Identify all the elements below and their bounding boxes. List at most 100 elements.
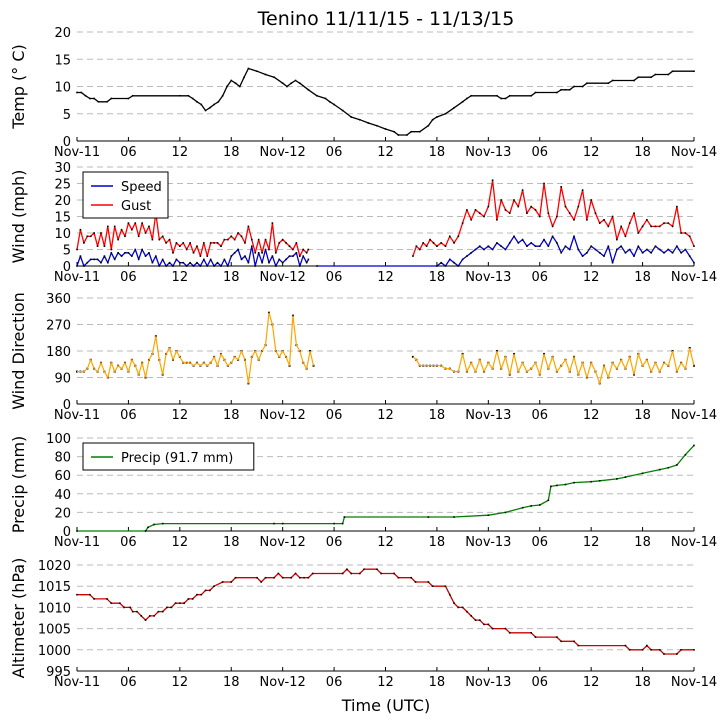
temp-xtick-label: 18: [429, 145, 446, 160]
precip-xtick-label: 18: [429, 535, 446, 550]
wind-marker: [110, 252, 113, 254]
wind-marker: [285, 242, 287, 244]
altimeter-xtick-label: 12: [172, 675, 189, 690]
wind-marker: [684, 232, 687, 234]
wind-marker: [415, 245, 418, 247]
altimeter-xtick-label: 18: [634, 675, 651, 690]
wind-marker: [646, 248, 648, 251]
wind-marker: [148, 252, 150, 254]
wind-marker: [663, 252, 665, 254]
wind-marker: [292, 255, 294, 257]
wind-marker: [83, 242, 85, 244]
temp-marker: [230, 79, 233, 82]
wind-marker: [233, 252, 236, 254]
wind-marker: [237, 232, 239, 234]
wind-ytick-label: 30: [54, 161, 71, 176]
wind-xtick-label: 06: [326, 270, 343, 285]
direction-xtick-label: 06: [120, 408, 137, 423]
altimeter-ytick-label: 1000: [38, 644, 71, 659]
wind-marker: [151, 238, 154, 241]
wind-marker: [230, 255, 233, 257]
wind-marker: [684, 248, 687, 251]
wind-marker: [521, 238, 524, 241]
temp-marker: [110, 97, 113, 100]
direction-xtick-label: 06: [531, 408, 548, 423]
wind-legend-box: [82, 171, 169, 219]
wind-ytick-label: 15: [54, 211, 71, 226]
altimeter-marker: [144, 619, 147, 621]
altimeter-marker: [478, 619, 481, 621]
wind-marker: [478, 212, 481, 214]
altimeter-xtick-label: 18: [223, 675, 240, 690]
wind-gust-line: [412, 179, 695, 257]
temp-marker: [209, 106, 211, 109]
temp-marker: [376, 124, 378, 127]
wind-marker: [213, 265, 215, 267]
altimeter-marker: [179, 602, 181, 604]
wind-marker: [172, 265, 174, 267]
temp-marker: [530, 94, 532, 97]
direction-y-axis-label: Wind Direction: [9, 292, 28, 410]
temp-marker: [650, 76, 652, 79]
wind-marker: [680, 252, 682, 254]
wind-marker: [616, 248, 618, 251]
wind-marker: [478, 245, 481, 247]
wind-marker: [179, 245, 181, 247]
wind-marker: [603, 219, 605, 221]
altimeter-xtick-label: 06: [326, 675, 343, 690]
wind-marker: [429, 238, 431, 241]
temp-marker: [410, 130, 413, 133]
precip-precip-line: [77, 444, 695, 532]
altimeter-marker: [76, 593, 78, 596]
wind-marker: [292, 248, 294, 251]
wind-marker: [182, 261, 185, 264]
wind-marker: [237, 248, 239, 251]
precip-xtick-label: Nov-14: [671, 535, 717, 550]
temp-xtick-label: Nov-13: [465, 145, 511, 160]
altimeter-marker: [174, 602, 177, 604]
wind-marker: [93, 258, 95, 261]
precip-marker: [530, 505, 532, 507]
wind-marker: [448, 235, 451, 238]
direction-xtick-label: Nov-11: [54, 408, 100, 423]
wind-marker: [607, 245, 610, 247]
wind-marker: [594, 248, 597, 251]
altimeter-xtick-label: Nov-12: [260, 675, 306, 690]
precip-ytick-label: 100: [46, 432, 71, 447]
wind-marker: [491, 248, 494, 251]
direction-xtick-label: 06: [326, 408, 343, 423]
wind-marker: [573, 219, 575, 221]
wind-marker: [196, 245, 198, 247]
temp-marker: [654, 73, 657, 76]
altimeter-marker: [641, 649, 644, 651]
temp-marker: [93, 97, 95, 100]
direction-ytick-label: 360: [46, 292, 71, 307]
altimeter-xtick-label: Nov-11: [54, 675, 100, 690]
temp-marker: [671, 70, 674, 73]
wind-marker: [223, 238, 226, 241]
wind-marker: [496, 219, 498, 221]
wind-marker: [491, 179, 494, 181]
temp-marker: [217, 100, 220, 103]
temp-marker: [97, 100, 100, 103]
wind-marker: [581, 189, 584, 191]
wind-marker: [466, 255, 468, 257]
altimeter-marker: [200, 593, 203, 596]
wind-marker: [418, 248, 421, 251]
altimeter-marker: [646, 644, 648, 647]
wind-marker: [693, 245, 695, 247]
altimeter-marker: [166, 606, 168, 609]
wind-marker: [624, 252, 627, 254]
temp-marker: [466, 97, 468, 100]
wind-marker: [500, 245, 502, 247]
temp-marker: [397, 134, 400, 136]
altimeter-marker: [483, 623, 485, 626]
wind-marker: [134, 248, 137, 251]
temp-marker: [393, 130, 395, 133]
wind-marker: [543, 238, 545, 241]
wind-marker: [117, 252, 119, 254]
precip-marker: [658, 468, 661, 471]
precip-marker: [281, 522, 284, 525]
wind-marker: [676, 245, 678, 247]
